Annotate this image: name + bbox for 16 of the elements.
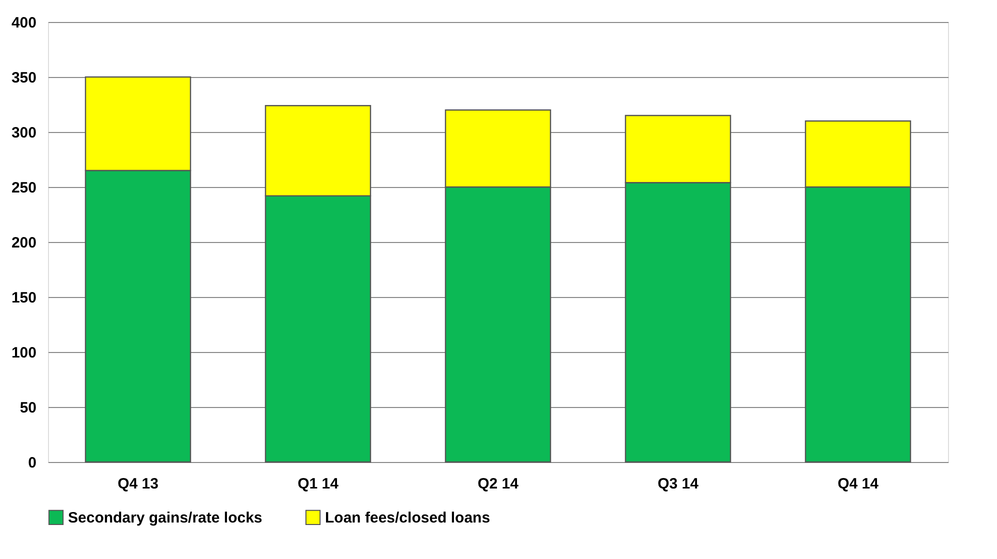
- y-tick-label: 0: [28, 454, 36, 472]
- y-tick-label: 150: [11, 290, 36, 306]
- x-tick-label: Q4 13: [118, 476, 158, 492]
- legend-label: Secondary gains/rate locks: [68, 509, 262, 526]
- x-tick-label: Q4 14: [838, 476, 880, 492]
- y-tick-label: 200: [11, 234, 36, 252]
- x-tick-label: Q2 14: [478, 476, 520, 492]
- y-tick-label: 50: [20, 400, 36, 416]
- legend-label: Loan fees/closed loans: [325, 509, 490, 526]
- y-tick-label: 400: [11, 14, 36, 32]
- x-tick-label: Q1 14: [298, 476, 340, 492]
- y-tick-label: 350: [11, 70, 36, 86]
- y-tick-label: 250: [11, 180, 36, 196]
- y-tick-label: 100: [11, 344, 36, 362]
- y-tick-label: 300: [11, 124, 36, 142]
- x-tick-label: Q3 14: [658, 476, 700, 492]
